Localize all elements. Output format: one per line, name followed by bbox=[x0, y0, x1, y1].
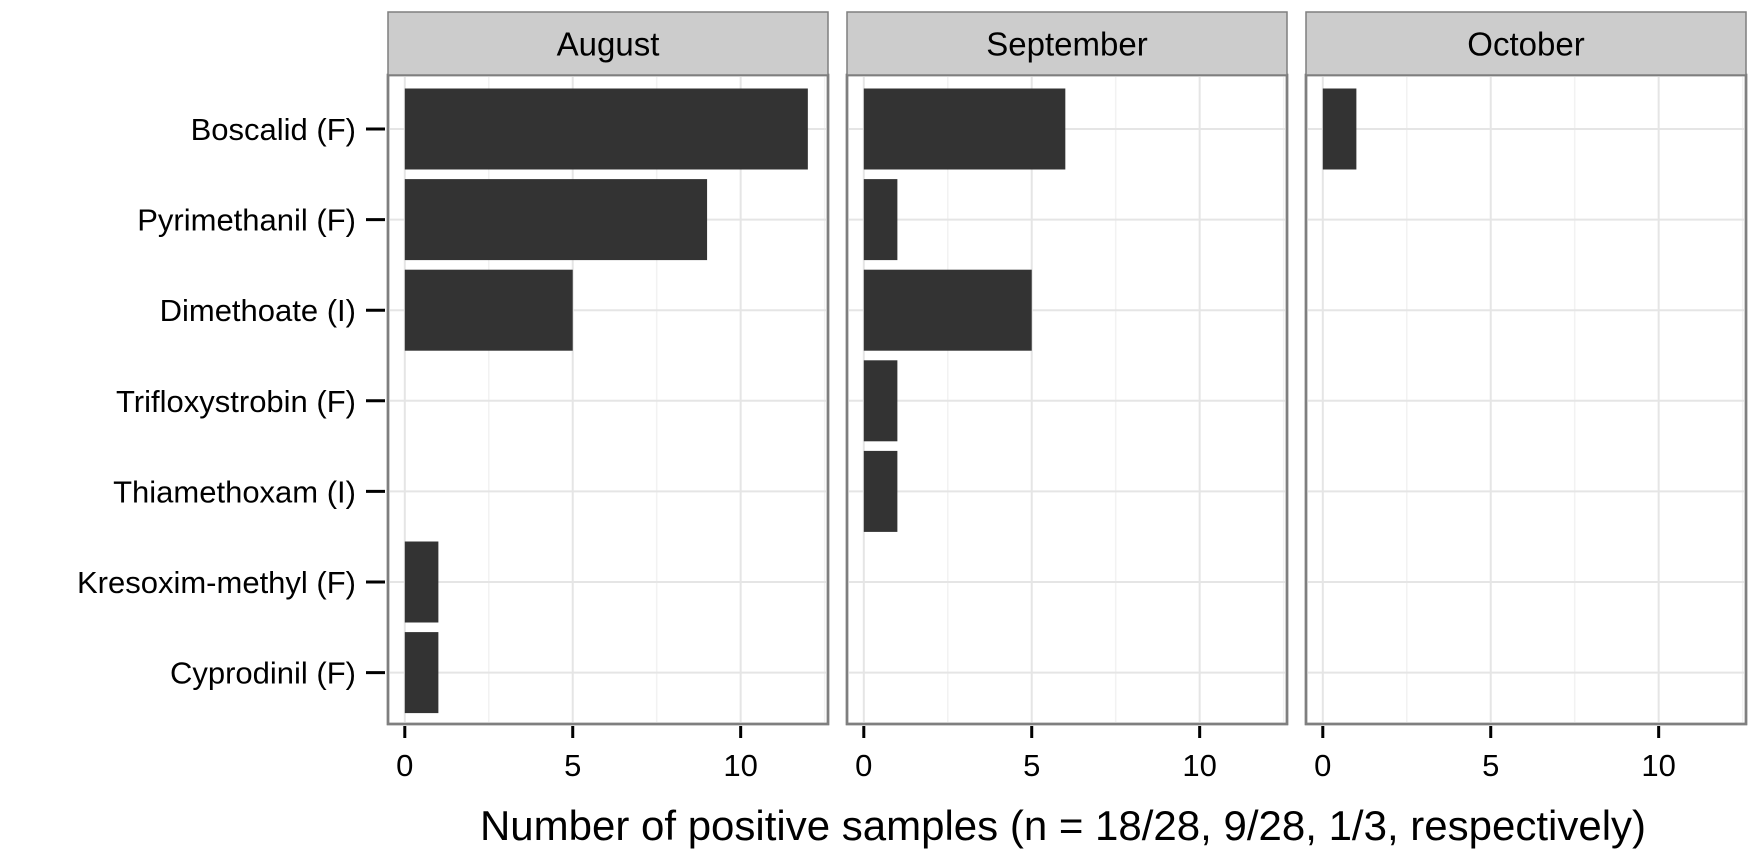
x-tick-label-august-5: 5 bbox=[564, 748, 581, 783]
x-tick-label-august-10: 10 bbox=[723, 748, 757, 783]
facet-strip-august bbox=[387, 11, 829, 76]
y-tick-label-kresoxim-methyl-f: Kresoxim-methyl (F) bbox=[77, 565, 356, 600]
y-tick-label-boscalid-f: Boscalid (F) bbox=[191, 112, 356, 147]
bar-august-kresoxim-methyl-f bbox=[404, 541, 439, 623]
facet-strip-label-october: October bbox=[1467, 26, 1584, 63]
facet-strip-label-september: September bbox=[986, 26, 1147, 63]
facet-strip-september bbox=[846, 11, 1288, 76]
x-tick-label-september-0: 0 bbox=[855, 748, 872, 783]
x-axis-title: Number of positive samples (n = 18/28, 9… bbox=[480, 802, 1646, 849]
bar-september-pyrimethanil-f bbox=[863, 179, 898, 261]
facet-panel-september: September bbox=[845, 11, 1289, 726]
bar-october-boscalid-f bbox=[1322, 88, 1357, 170]
panel-background-september bbox=[845, 73, 1289, 726]
x-axis: 0 5 10 0 5 10 0 5 10 bbox=[396, 726, 1676, 783]
facet-strip-label-august: August bbox=[557, 26, 660, 63]
panel-background-august bbox=[386, 73, 830, 726]
y-axis: Boscalid (F) Pyrimethanil (F) Dimethoate (… bbox=[77, 112, 385, 691]
facet-panel-august: August bbox=[386, 11, 830, 726]
y-tick-label-pyrimethanil-f: Pyrimethanil (F) bbox=[137, 203, 356, 238]
bar-august-cyprodinil-f bbox=[404, 632, 439, 714]
y-tick-label-trifloxystrobin-f: Trifloxystrobin (F) bbox=[116, 384, 356, 419]
bar-september-trifloxystrobin-f bbox=[863, 360, 898, 442]
x-tick-label-september-5: 5 bbox=[1023, 748, 1040, 783]
y-tick-label-thiamethoxam-i: Thiamethoxam (I) bbox=[113, 474, 356, 509]
panels-layer: August September October bbox=[386, 11, 1748, 726]
x-tick-label-october-0: 0 bbox=[1314, 748, 1331, 783]
x-tick-label-october-10: 10 bbox=[1641, 748, 1675, 783]
bar-august-pyrimethanil-f bbox=[404, 179, 708, 261]
bar-september-dimethoate-i bbox=[863, 269, 1032, 351]
bar-august-boscalid-f bbox=[404, 88, 808, 170]
bar-september-thiamethoxam-i bbox=[863, 450, 898, 532]
bar-september-boscalid-f bbox=[863, 88, 1066, 170]
facet-strip-october bbox=[1305, 11, 1747, 76]
x-tick-label-september-10: 10 bbox=[1182, 748, 1216, 783]
panel-background-october bbox=[1304, 73, 1748, 726]
x-tick-label-august-0: 0 bbox=[396, 748, 413, 783]
y-tick-label-dimethoate-i: Dimethoate (I) bbox=[160, 293, 356, 328]
facet-panel-october: October bbox=[1304, 11, 1748, 726]
bar-august-dimethoate-i bbox=[404, 269, 573, 351]
x-tick-label-october-5: 5 bbox=[1482, 748, 1499, 783]
y-tick-label-cyprodinil-f: Cyprodinil (F) bbox=[170, 656, 356, 691]
